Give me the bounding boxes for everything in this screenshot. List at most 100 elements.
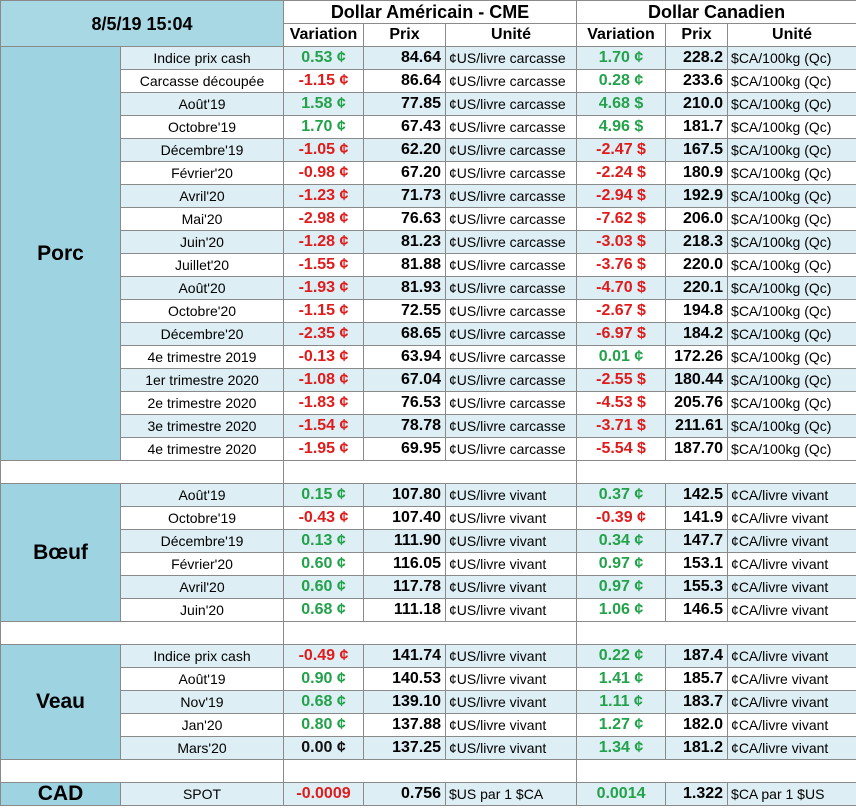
section-separator — [0, 621, 856, 645]
table-row: Août'19 0.90 ¢ 140.53 ¢US/livre vivant 1.41 … — [1, 667, 856, 691]
usd-unite: ¢US/livre carcasse — [444, 230, 578, 254]
usd-prix: 107.80 — [363, 483, 446, 507]
section-separator — [0, 759, 856, 783]
cad-unite: ¢CA/livre vivant — [727, 598, 856, 622]
cad-unite: $CA par 1 $US — [727, 782, 856, 806]
category-veau: Veau — [0, 644, 121, 760]
usd-variation: -2.98 ¢ — [283, 207, 364, 231]
cad-prix: 233.6 — [665, 69, 729, 93]
usd-variation: 1.70 ¢ — [283, 115, 364, 139]
category-porc: Porc — [0, 46, 121, 461]
usd-variation: 0.80 ¢ — [283, 713, 364, 737]
cad-variation: 1.41 ¢ — [576, 667, 667, 691]
contract-label: Mars'20 — [120, 736, 284, 760]
cad-prix: 187.4 — [665, 644, 729, 668]
cad-prix: 205.76 — [665, 391, 729, 415]
usd-unite: $US par 1 $CA — [444, 782, 578, 806]
cad-prix: 194.8 — [665, 299, 729, 323]
cad-prix: 183.7 — [665, 690, 729, 714]
cad-unite: ¢CA/livre vivant — [727, 506, 856, 530]
usd-unite: ¢US/livre carcasse — [444, 115, 578, 139]
usd-prix: 116.05 — [363, 552, 446, 576]
table-row: Porc Indice prix cash 0.53 ¢ 84.64 ¢US/livre… — [0, 46, 856, 461]
separator-cell — [282, 460, 578, 484]
usd-prix: 86.64 — [363, 69, 446, 93]
usd-unite: ¢US/livre carcasse — [444, 322, 578, 346]
table-row: Mai'20 -2.98 ¢ 76.63 ¢US/livre carcasse -7.6… — [1, 207, 856, 231]
contract-label: Mai'20 — [120, 207, 284, 231]
cad-variation: 0.01 ¢ — [576, 345, 667, 369]
table-row: 4e trimestre 2020 -1.95 ¢ 69.95 ¢US/livre c… — [1, 437, 856, 461]
usd-variation: -1.83 ¢ — [283, 391, 364, 415]
cad-unite: $CA/100kg (Qc) — [727, 276, 856, 300]
contract-label: Août'19 — [120, 92, 284, 116]
cad-variation: -2.67 $ — [576, 299, 667, 323]
usd-prix-header: Prix — [363, 23, 446, 47]
usd-variation: -1.15 ¢ — [283, 69, 364, 93]
usd-variation: 0.90 ¢ — [283, 667, 364, 691]
cad-prix: 192.9 — [665, 184, 729, 208]
usd-prix: 78.78 — [363, 414, 446, 438]
usd-prix: 107.40 — [363, 506, 446, 530]
contract-label: 2e trimestre 2020 — [120, 391, 284, 415]
usd-prix: 68.65 — [363, 322, 446, 346]
usd-variation: -1.08 ¢ — [283, 368, 364, 392]
usd-variation: -1.15 ¢ — [283, 299, 364, 323]
cad-variation: 1.27 ¢ — [576, 713, 667, 737]
usd-unite: ¢US/livre carcasse — [444, 161, 578, 185]
contract-label: Décembre'19 — [120, 138, 284, 162]
usd-unite: ¢US/livre carcasse — [444, 299, 578, 323]
cad-unite: $CA/100kg (Qc) — [727, 184, 856, 208]
separator-cell — [576, 759, 856, 783]
contract-label: Juin'20 — [120, 230, 284, 254]
usd-prix: 141.74 — [363, 644, 446, 668]
separator-cell — [0, 759, 284, 783]
cad-variation: -3.71 $ — [576, 414, 667, 438]
table-row: Mars'20 0.00 ¢ 137.25 ¢US/livre vivant 1.34 … — [1, 736, 856, 760]
usd-prix: 77.85 — [363, 92, 446, 116]
separator-cell — [576, 460, 856, 484]
usd-variation: -1.55 ¢ — [283, 253, 364, 277]
cad-variation: -2.47 $ — [576, 138, 667, 162]
usd-prix: 62.20 — [363, 138, 446, 162]
cad-prix: 211.61 — [665, 414, 729, 438]
table-row: Février'20 -0.98 ¢ 67.20 ¢US/livre carcasse… — [1, 161, 856, 185]
cad-unite: $CA/100kg (Qc) — [727, 437, 856, 461]
cad-prix: 185.7 — [665, 667, 729, 691]
contract-label: Août'19 — [120, 667, 284, 691]
cad-unite: ¢CA/livre vivant — [727, 552, 856, 576]
usd-variation: -0.43 ¢ — [283, 506, 364, 530]
cad-variation: -2.94 $ — [576, 184, 667, 208]
cad-variation: -2.24 $ — [576, 161, 667, 185]
cad-unite: ¢CA/livre vivant — [727, 529, 856, 553]
usd-variation: 0.13 ¢ — [283, 529, 364, 553]
contract-label: Carcasse découpée — [120, 69, 284, 93]
cad-variation: 4.68 $ — [576, 92, 667, 116]
usd-prix: 81.23 — [363, 230, 446, 254]
separator-cell — [282, 759, 578, 783]
cad-variation: -4.53 $ — [576, 391, 667, 415]
table-row: CAD SPOT -0.0009 0.756 $US par 1 $CA 0.0014 1.… — [0, 782, 856, 806]
usd-unite: ¢US/livre carcasse — [444, 138, 578, 162]
usd-unite-header: Unité — [444, 23, 578, 47]
cad-unite: ¢CA/livre vivant — [727, 644, 856, 668]
contract-label: Avril'20 — [120, 575, 284, 599]
table-row: Avril'20 0.60 ¢ 117.78 ¢US/livre vivant 0.97… — [1, 575, 856, 599]
table-row: 2e trimestre 2020 -1.83 ¢ 76.53 ¢US/livre c… — [1, 391, 856, 415]
contract-label: Avril'20 — [120, 184, 284, 208]
contract-label: Août'19 — [120, 483, 284, 507]
cad-variation: -3.76 $ — [576, 253, 667, 277]
cad-variation: -5.54 $ — [576, 437, 667, 461]
separator-cell — [0, 621, 284, 645]
cad-unite: $CA/100kg (Qc) — [727, 253, 856, 277]
cad-unite: $CA/100kg (Qc) — [727, 46, 856, 70]
usd-unite: ¢US/livre vivant — [444, 736, 578, 760]
usd-variation: -0.49 ¢ — [283, 644, 364, 668]
cad-variation: 0.37 ¢ — [576, 483, 667, 507]
usd-prix: 76.53 — [363, 391, 446, 415]
cad-unite: $CA/100kg (Qc) — [727, 414, 856, 438]
cad-unite: ¢CA/livre vivant — [727, 575, 856, 599]
contract-label: 1er trimestre 2020 — [120, 368, 284, 392]
table-row: Juin'20 -1.28 ¢ 81.23 ¢US/livre carcasse -3.… — [1, 230, 856, 254]
